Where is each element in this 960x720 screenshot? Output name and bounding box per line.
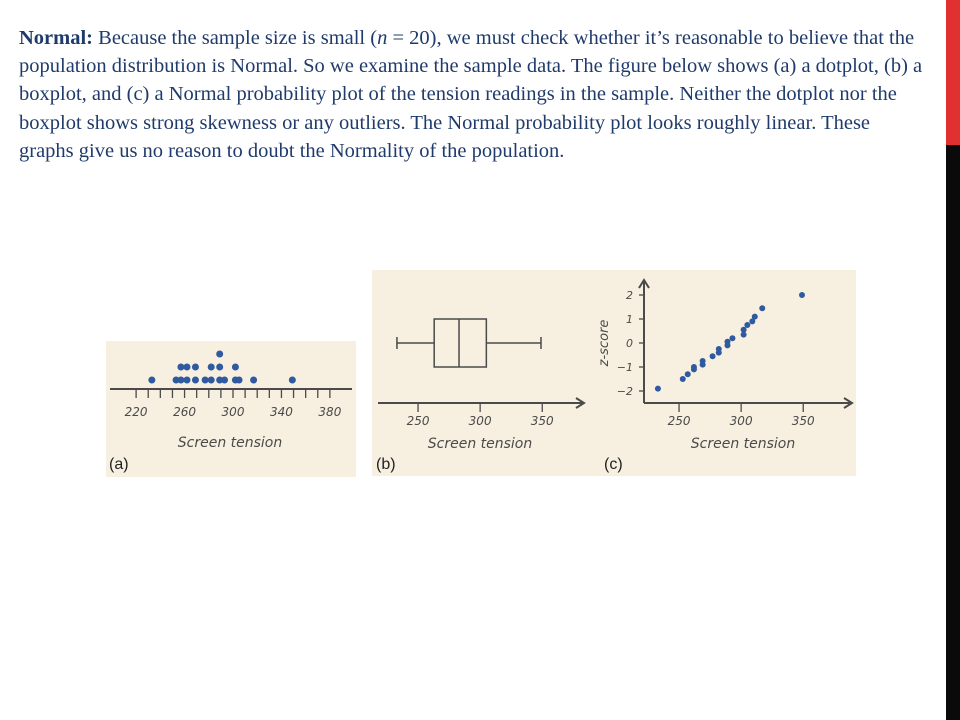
tick-label: 220 bbox=[125, 405, 148, 419]
dotplot-panel: 220 260 300 340 380 Screen tension (a) bbox=[106, 341, 356, 477]
panel-label: (a) bbox=[109, 456, 129, 473]
data-dot bbox=[148, 376, 156, 384]
x-axis-label: Screen tension bbox=[178, 435, 283, 451]
panel-label: (c) bbox=[604, 456, 623, 473]
axis-arrowhead bbox=[575, 397, 586, 409]
lead-term: Normal: bbox=[19, 27, 94, 49]
data-point bbox=[684, 371, 691, 378]
x-axis-label: Screen tension bbox=[428, 436, 533, 452]
boxplot-panel: 250 300 350 Screen tension (b) bbox=[372, 270, 607, 476]
tick-label: 260 bbox=[173, 405, 196, 419]
data-dot bbox=[288, 376, 296, 384]
data-point bbox=[740, 331, 747, 338]
data-point bbox=[749, 318, 756, 325]
data-point bbox=[690, 364, 697, 370]
y-tick-label: 2 bbox=[626, 289, 633, 302]
data-dot bbox=[231, 363, 239, 371]
accent-bar-red bbox=[946, 0, 960, 145]
x-axis-arrowhead bbox=[843, 397, 854, 409]
x-tick-label: 350 bbox=[792, 414, 815, 428]
accent-bar-black bbox=[946, 145, 960, 720]
tick-label: 380 bbox=[318, 405, 341, 419]
data-dot bbox=[183, 363, 191, 371]
data-dot bbox=[191, 363, 199, 371]
data-dot bbox=[207, 363, 215, 371]
data-dot bbox=[250, 376, 258, 384]
data-dot bbox=[177, 376, 185, 384]
text-part-1: Because the sample size is small ( bbox=[93, 27, 378, 49]
x-tick-label: 250 bbox=[668, 414, 691, 428]
tick-label: 350 bbox=[531, 414, 554, 428]
normal-probability-chart: 250 300 350 2 1 0 −1 −2 z-score Screen tension (c) bbox=[598, 278, 854, 473]
x-axis-label: Screen tension bbox=[691, 436, 796, 452]
y-tick-label: 1 bbox=[626, 313, 633, 326]
data-dot bbox=[216, 350, 224, 358]
y-tick-label: −1 bbox=[617, 361, 633, 374]
data-dot bbox=[216, 363, 224, 371]
tick-label: 300 bbox=[469, 414, 492, 428]
y-tick-label: 0 bbox=[626, 337, 633, 350]
data-point bbox=[715, 346, 722, 352]
data-point bbox=[724, 338, 731, 345]
normal-probability-panel: 250 300 350 2 1 0 −1 −2 z-score Screen tension (c) bbox=[598, 270, 856, 476]
data-point bbox=[759, 305, 766, 312]
body-paragraph: Normal: Because the sample size is small… bbox=[19, 24, 924, 165]
text-part-2: = 20), we must check whether it’s reason… bbox=[19, 27, 923, 162]
data-dot bbox=[207, 376, 215, 384]
tick-label: 300 bbox=[222, 405, 245, 419]
box-iqr bbox=[433, 318, 488, 368]
data-point bbox=[679, 376, 686, 382]
data-point bbox=[654, 385, 661, 392]
data-point bbox=[751, 313, 758, 320]
data-dot bbox=[183, 376, 191, 384]
dotplot-chart: 220 260 300 340 380 Screen tension (a) bbox=[109, 350, 352, 473]
data-point bbox=[798, 292, 805, 298]
y-axis-arrowhead bbox=[638, 278, 650, 289]
tick-label: 250 bbox=[407, 414, 430, 428]
variable-n: n bbox=[377, 27, 388, 49]
tick-label: 340 bbox=[270, 405, 293, 419]
data-point bbox=[729, 335, 736, 342]
x-tick-label: 300 bbox=[730, 414, 753, 428]
data-dot bbox=[216, 376, 224, 384]
data-point bbox=[740, 326, 747, 333]
data-dot bbox=[172, 376, 180, 384]
y-axis-label: z-score bbox=[598, 320, 612, 368]
data-point bbox=[709, 353, 716, 360]
data-dot bbox=[235, 376, 243, 384]
panel-label: (b) bbox=[376, 456, 396, 473]
data-dot bbox=[191, 376, 199, 384]
data-dot bbox=[177, 363, 185, 371]
data-point bbox=[699, 358, 706, 364]
data-point bbox=[744, 322, 751, 328]
data-dot bbox=[201, 376, 209, 384]
data-dot bbox=[221, 376, 229, 384]
boxplot-chart: 250 300 350 Screen tension (b) bbox=[376, 318, 586, 473]
y-tick-label: −2 bbox=[617, 385, 633, 398]
